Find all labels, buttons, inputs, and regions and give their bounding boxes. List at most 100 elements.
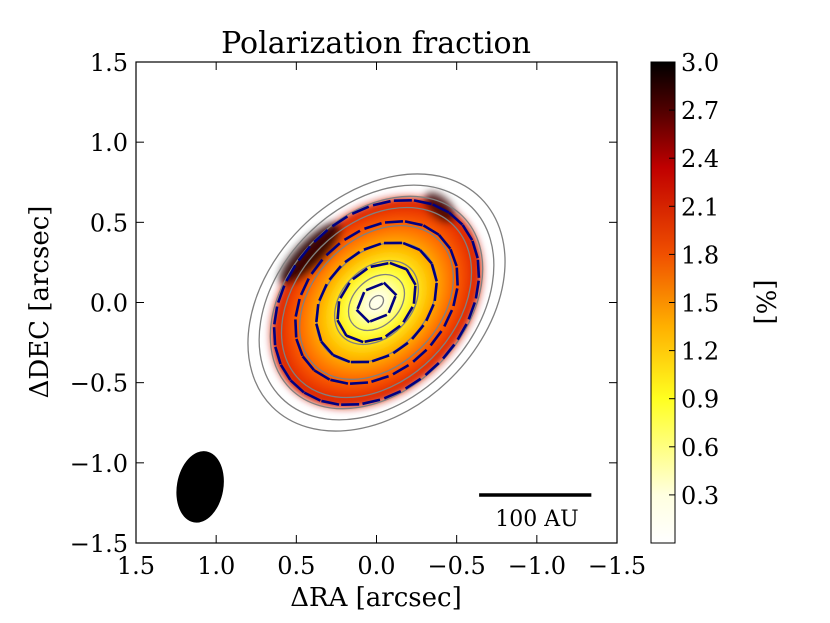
colorbar-tick-label: 3.0 [681,49,719,77]
polarization-vector [372,199,391,207]
polarization-vector [387,295,397,314]
polarization-vector [364,222,382,231]
polarization-vector [404,220,423,227]
colorbar-tick-label: 2.4 [681,145,719,173]
colorbar-tick-label: 1.2 [681,338,719,366]
colorbar-tick-label: 0.9 [681,386,719,414]
polarization-vector [345,334,364,344]
polarization-vector [356,291,366,310]
polarization-vector [295,338,304,357]
polarization-vector [432,203,450,214]
polarization-vector [330,378,349,385]
polarization-vector [310,258,324,275]
polarization-vector [402,241,421,252]
contour-line [247,173,506,432]
polarization-vector [274,346,282,365]
dark-rim-top [279,222,343,286]
polarization-vector [404,377,422,390]
polarization-vector [343,229,361,241]
polarization-vector [456,323,468,341]
polarization-vector [301,355,316,372]
colorbar-tick-label: 2.7 [681,97,719,125]
y-tick-label: 1.5 [90,49,128,77]
polarization-vector [392,341,409,355]
polarization-vector [443,309,454,327]
polarization-vector [383,389,402,400]
y-tick-label: −1.5 [70,530,128,558]
polarization-vector [349,381,369,386]
polarization-vector [382,281,398,297]
polarization-vector [313,369,331,381]
y-tick-label: −0.5 [70,370,128,398]
scale-bar: 100 AU [479,493,592,532]
polarization-vector [355,308,371,324]
polarization-vector [389,261,408,271]
polarization-vector [474,280,480,299]
polarization-vector [418,249,433,265]
x-tick-label: 0.5 [277,552,315,580]
polarization-vector [276,285,286,304]
polarization-vector [405,268,417,286]
polarization-vector [371,374,389,383]
y-tick-label: 1.0 [90,129,128,157]
polarization-vector [279,364,292,381]
polarization-vector [315,323,323,342]
contour-line [347,273,406,332]
contour-line [280,206,473,399]
colorbar-tick-label: 1.8 [681,241,719,269]
polarization-vector [429,330,443,347]
polarization-vector [461,224,474,241]
polarization-vector [299,278,310,296]
polarization-vector [336,319,348,337]
polarization-vector [369,313,388,323]
polarization-vectors [272,198,481,407]
polarization-vector [430,263,438,282]
polarization-heatmap [271,192,482,408]
polarization-vector [321,399,340,406]
beam-ellipse [176,451,224,523]
x-tick-label: 1.0 [197,552,235,580]
polarization-vector [325,242,341,257]
contour-line [333,259,420,346]
polarization-vector [452,288,459,307]
colorbar-label: [%] [750,280,780,325]
polarization-vector [294,319,298,338]
polarization-vector [437,233,452,250]
polarization-vector [411,324,425,340]
polarization-vector [320,340,335,356]
colorbar-tick-label: 1.5 [681,290,719,318]
contour-line [368,294,385,311]
y-tick-label: 0.5 [90,209,128,237]
x-tick-label: 0.0 [357,552,395,580]
polarization-vector [344,250,361,264]
polarization-vector [285,264,297,282]
polarization-vector [424,362,440,377]
polarization-vector [370,261,389,269]
polarization-vector [289,379,305,394]
y-axis-label: ΔDEC [arcsec] [25,206,55,399]
polarization-vector [471,240,479,259]
polarization-vector [425,303,435,322]
polarization-vector [422,224,440,236]
polarization-vector [297,245,311,262]
polarization-vector [402,306,414,323]
polarization-vector [331,215,349,228]
polarization-vector [352,267,369,281]
x-tick-label: −1.5 [588,552,646,580]
colorbar-ticks: 0.3 0.6 0.9 1.2 1.5 1.8 2.1 2.4 2.7 3.0 [669,49,719,510]
x-axis-label: ΔRA [arcsec] [290,583,461,613]
polarization-vector [303,391,321,402]
scale-bar-label: 100 AU [495,507,578,532]
colorbar-tick-label: 2.1 [681,193,719,221]
polarization-vector [442,343,456,360]
polarization-vector [384,219,404,224]
colorbar-tick-label: 0.3 [681,482,719,510]
polarization-vector [351,205,370,216]
x-tick-label: 1.5 [117,552,155,580]
x-tick-label: −0.5 [428,552,486,580]
polarization-vector [413,199,432,206]
polarization-vector [272,327,277,346]
polarization-vector [294,298,301,317]
contour-line [299,225,454,380]
